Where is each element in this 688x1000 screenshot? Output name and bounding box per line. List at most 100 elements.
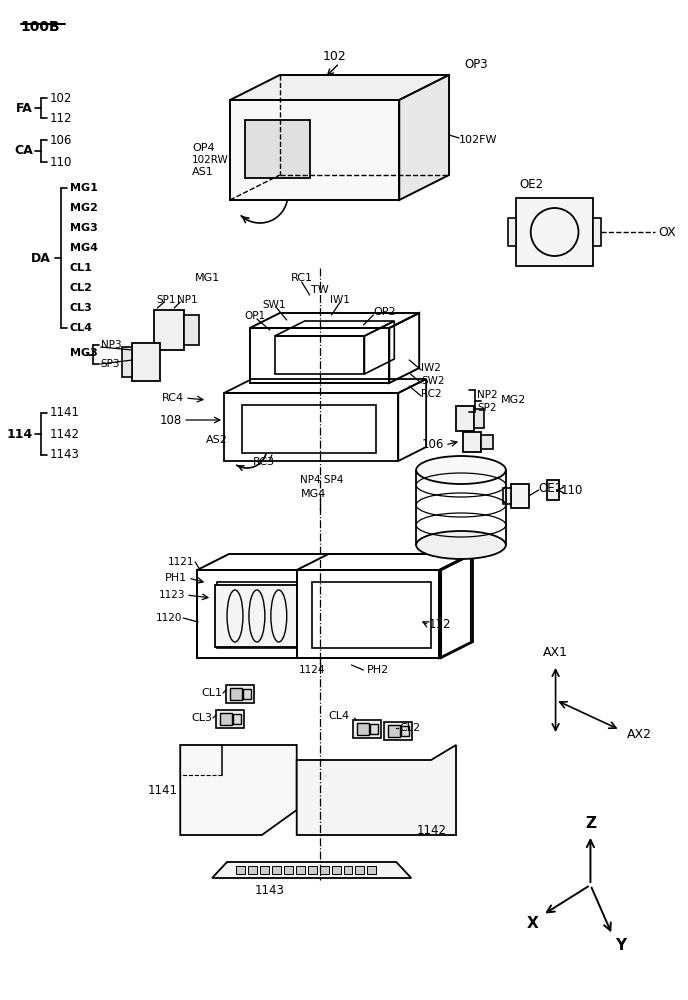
Bar [547, 480, 559, 500]
Bar [510, 484, 528, 508]
Text: AS1: AS1 [192, 167, 214, 177]
Text: MG3: MG3 [69, 348, 98, 358]
Bar [358, 723, 369, 735]
Text: 102RW: 102RW [192, 155, 229, 165]
Polygon shape [297, 745, 456, 835]
Bar [332, 866, 341, 874]
Text: 1141: 1141 [147, 784, 178, 796]
Bar [248, 866, 257, 874]
Text: MG1: MG1 [195, 273, 219, 283]
Bar [283, 866, 292, 874]
Bar [456, 406, 474, 431]
Text: 1123: 1123 [159, 590, 185, 600]
Bar [236, 866, 245, 874]
Bar [132, 343, 160, 381]
Text: RC3: RC3 [253, 457, 275, 467]
Text: 1141: 1141 [50, 406, 80, 420]
Bar [233, 714, 241, 724]
Bar [230, 688, 242, 700]
Bar [224, 393, 398, 461]
Bar [385, 722, 412, 740]
Text: 112: 112 [50, 111, 72, 124]
Text: X: X [527, 916, 539, 930]
Bar [463, 432, 481, 452]
Text: OP2: OP2 [374, 307, 396, 317]
Bar [197, 570, 441, 658]
Text: Z: Z [585, 816, 596, 830]
Text: NP2: NP2 [477, 390, 497, 400]
Bar [296, 866, 305, 874]
Text: SW2: SW2 [421, 376, 444, 386]
Text: 102: 102 [50, 92, 72, 104]
Text: FA: FA [16, 102, 33, 114]
Bar [260, 866, 269, 874]
Text: IW2: IW2 [421, 363, 441, 373]
Text: MG3: MG3 [69, 223, 98, 233]
Bar [516, 198, 594, 266]
Text: MG1: MG1 [69, 183, 98, 193]
Text: RC2: RC2 [421, 389, 442, 399]
Text: 102: 102 [323, 50, 347, 64]
Polygon shape [180, 745, 297, 835]
Text: CL4: CL4 [69, 323, 93, 333]
Bar [245, 120, 310, 178]
Bar [370, 724, 378, 734]
Bar [481, 435, 493, 449]
Bar [122, 347, 132, 377]
Bar [217, 582, 421, 648]
Polygon shape [230, 100, 399, 200]
Bar [226, 685, 254, 703]
Text: 1143: 1143 [50, 448, 80, 462]
Text: MG4: MG4 [301, 489, 326, 499]
Text: RC1: RC1 [291, 273, 312, 283]
Text: OP4: OP4 [192, 143, 215, 153]
Text: MG4: MG4 [69, 243, 98, 253]
Bar [308, 866, 316, 874]
Text: 100B: 100B [21, 20, 61, 34]
Text: CL3: CL3 [69, 303, 92, 313]
Bar [275, 336, 365, 374]
Text: RC4: RC4 [162, 393, 184, 403]
Text: CL4: CL4 [328, 711, 350, 721]
Polygon shape [212, 862, 411, 878]
Text: OX: OX [658, 226, 676, 238]
Text: NP3: NP3 [100, 340, 121, 350]
Bar [594, 218, 601, 246]
Text: 106: 106 [50, 133, 72, 146]
Text: OE1: OE1 [539, 482, 563, 494]
Text: 1143: 1143 [255, 884, 285, 896]
Ellipse shape [416, 456, 506, 484]
Text: MG2: MG2 [69, 203, 98, 213]
Bar [243, 689, 251, 699]
Bar [216, 710, 244, 728]
Text: NP4 SP4: NP4 SP4 [300, 475, 343, 485]
Text: 110: 110 [50, 155, 72, 168]
Text: 102FW: 102FW [459, 135, 497, 145]
Bar [312, 582, 431, 648]
Bar [242, 405, 376, 453]
Text: PH1: PH1 [165, 573, 187, 583]
Bar [401, 726, 409, 736]
Bar [367, 866, 376, 874]
Bar [474, 409, 484, 428]
Text: SW1: SW1 [262, 300, 286, 310]
Polygon shape [399, 75, 449, 200]
Text: SP1: SP1 [157, 295, 176, 305]
Text: CL2: CL2 [399, 723, 420, 733]
Text: NP1: NP1 [177, 295, 197, 305]
Text: Y: Y [615, 938, 626, 952]
Text: 106: 106 [422, 438, 444, 452]
Text: OP3: OP3 [464, 58, 488, 72]
Text: MG2: MG2 [501, 395, 526, 405]
Bar [220, 713, 232, 725]
Text: CL3: CL3 [191, 713, 212, 723]
Text: AS2: AS2 [206, 435, 228, 445]
Text: AX2: AX2 [627, 728, 652, 742]
Text: DA: DA [31, 251, 51, 264]
Bar [272, 866, 281, 874]
Text: 114: 114 [7, 428, 33, 440]
Text: CL1: CL1 [69, 263, 93, 273]
Ellipse shape [416, 531, 506, 559]
Bar [154, 310, 184, 350]
Text: TW: TW [311, 285, 328, 295]
